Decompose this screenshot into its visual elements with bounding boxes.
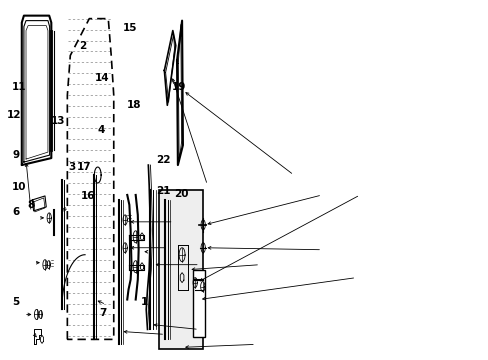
Text: 1: 1 xyxy=(141,297,148,307)
Text: 10: 10 xyxy=(12,182,26,192)
Text: 9: 9 xyxy=(12,150,19,160)
Text: 19: 19 xyxy=(172,82,186,92)
Text: 21: 21 xyxy=(156,186,171,196)
Text: 22: 22 xyxy=(156,155,171,165)
Text: 15: 15 xyxy=(122,23,137,33)
Text: 17: 17 xyxy=(77,162,91,172)
Text: 18: 18 xyxy=(126,100,141,110)
Text: 7: 7 xyxy=(100,308,107,318)
Polygon shape xyxy=(177,21,183,165)
Text: 12: 12 xyxy=(7,111,21,121)
Text: 11: 11 xyxy=(12,82,26,92)
Bar xyxy=(192,270,205,337)
Text: 20: 20 xyxy=(174,189,188,199)
Text: 2: 2 xyxy=(79,41,86,50)
Text: 3: 3 xyxy=(69,162,76,172)
Text: 14: 14 xyxy=(94,73,109,83)
Polygon shape xyxy=(67,19,114,339)
Text: 8: 8 xyxy=(27,200,35,210)
Polygon shape xyxy=(24,21,51,160)
Text: 4: 4 xyxy=(98,125,105,135)
Polygon shape xyxy=(32,196,46,211)
Text: 5: 5 xyxy=(12,297,19,307)
Text: 16: 16 xyxy=(81,191,96,201)
Bar xyxy=(159,190,203,349)
Polygon shape xyxy=(164,31,175,105)
Text: 6: 6 xyxy=(12,207,19,217)
Text: 13: 13 xyxy=(51,116,65,126)
